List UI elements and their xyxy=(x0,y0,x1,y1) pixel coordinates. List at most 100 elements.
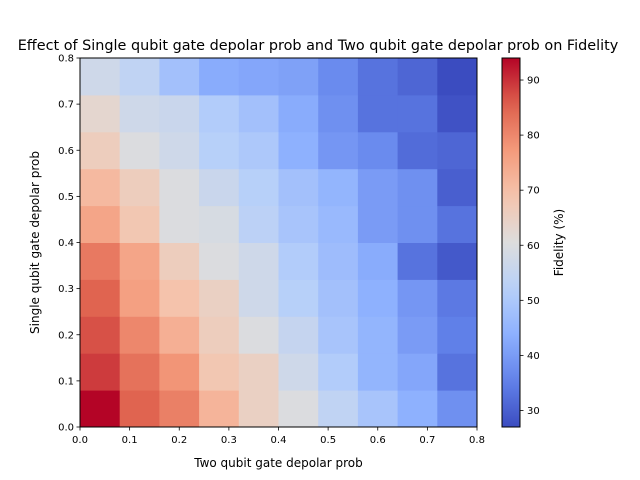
heatmap-cell xyxy=(119,58,160,96)
colorbar-tick-label: 60 xyxy=(527,241,540,252)
colorbar-ticks: 30 40 50 60 70 80 90 xyxy=(520,76,540,417)
chart-title: Effect of Single qubit gate depolar prob… xyxy=(18,38,619,54)
heatmap-cell xyxy=(437,168,478,207)
heatmap-cell xyxy=(357,242,399,280)
heatmap-cell xyxy=(80,353,121,391)
heatmap-cell xyxy=(119,205,160,243)
heatmap-cell xyxy=(199,58,240,96)
heatmap-cell xyxy=(397,58,438,96)
heatmap-cell xyxy=(318,390,359,428)
heatmap-cell xyxy=(318,94,359,133)
heatmap-cell xyxy=(318,279,359,317)
heatmap-cell xyxy=(159,168,200,207)
heatmap-cell xyxy=(318,316,359,354)
heatmap-cells xyxy=(80,58,478,428)
heatmap-cell xyxy=(238,168,279,207)
heatmap-cell xyxy=(357,205,399,243)
heatmap-cell xyxy=(437,316,478,354)
heatmap-cell xyxy=(159,58,200,96)
heatmap-cell xyxy=(238,316,279,354)
heatmap-cell xyxy=(238,390,279,428)
heatmap-cell xyxy=(119,353,160,391)
heatmap-cell xyxy=(278,242,319,280)
heatmap-cell xyxy=(80,205,121,243)
x-tick-label: 0.3 xyxy=(221,435,237,446)
x-tick-label: 0.7 xyxy=(419,435,435,446)
heatmap-cell xyxy=(159,353,200,391)
heatmap-cell xyxy=(278,316,319,354)
heatmap-cell xyxy=(357,94,399,133)
heatmap-cell xyxy=(199,168,240,207)
heatmap-cell xyxy=(278,94,319,133)
heatmap-cell xyxy=(437,131,478,170)
heatmap-cell xyxy=(437,390,478,428)
heatmap-cell xyxy=(357,390,399,428)
heatmap-cell xyxy=(238,205,279,243)
y-axis-ticks: 0.0 0.1 0.2 0.3 0.4 0.5 0.6 0.7 0.8 xyxy=(58,54,80,434)
heatmap-cell xyxy=(278,205,319,243)
y-tick-label: 0.2 xyxy=(58,330,74,341)
y-axis-label: Single qubit gate depolar prob xyxy=(28,151,42,334)
y-tick-label: 0.4 xyxy=(58,238,74,249)
heatmap-cell xyxy=(278,390,319,428)
x-tick-label: 0.4 xyxy=(271,435,287,446)
heatmap-cell xyxy=(397,242,438,280)
colorbar xyxy=(501,57,521,428)
heatmap-cell xyxy=(159,205,200,243)
heatmap-cell xyxy=(318,58,359,96)
y-tick-label: 0.3 xyxy=(58,284,74,295)
heatmap-cell xyxy=(199,390,240,428)
heatmap-cell xyxy=(80,131,121,170)
heatmap-cell xyxy=(357,316,399,354)
heatmap-cell xyxy=(437,279,478,317)
heatmap-cell xyxy=(80,390,121,428)
colorbar-tick-label: 30 xyxy=(527,406,540,417)
heatmap-cell xyxy=(159,316,200,354)
heatmap-cell xyxy=(159,242,200,280)
y-tick-label: 0.6 xyxy=(58,146,74,157)
x-tick-label: 0.6 xyxy=(370,435,386,446)
x-axis-ticks: 0.0 0.1 0.2 0.3 0.4 0.5 0.6 0.7 0.8 xyxy=(72,427,485,446)
heatmap-cell xyxy=(357,131,399,170)
x-tick-label: 0.1 xyxy=(122,435,138,446)
heatmap-cell xyxy=(80,279,121,317)
y-tick-label: 0.5 xyxy=(58,192,74,203)
heatmap-cell xyxy=(159,390,200,428)
heatmap-cell xyxy=(238,94,279,133)
x-tick-label: 0.5 xyxy=(320,435,336,446)
heatmap-cell xyxy=(397,168,438,207)
heatmap-cell xyxy=(119,242,160,280)
colorbar-label: Fidelity (%) xyxy=(552,209,566,276)
heatmap-cell xyxy=(437,58,478,96)
heatmap-cell xyxy=(159,279,200,317)
heatmap-cell xyxy=(80,94,121,133)
heatmap-cell xyxy=(80,168,121,207)
heatmap-cell xyxy=(199,279,240,317)
heatmap-cell xyxy=(318,353,359,391)
heatmap-cell xyxy=(119,168,160,207)
heatmap-cell xyxy=(238,58,279,96)
y-tick-label: 0.8 xyxy=(58,54,74,65)
heatmap-cell xyxy=(238,131,279,170)
x-axis-label: Two qubit gate depolar prob xyxy=(193,456,363,470)
heatmap-cell xyxy=(437,242,478,280)
heatmap-cell xyxy=(278,279,319,317)
heatmap-cell xyxy=(199,131,240,170)
heatmap-cell xyxy=(437,94,478,133)
heatmap-cell xyxy=(397,279,438,317)
heatmap-cell xyxy=(397,131,438,170)
x-tick-label: 0.8 xyxy=(469,435,485,446)
heatmap-cell xyxy=(159,131,200,170)
heatmap-cell xyxy=(318,131,359,170)
heatmap-cell xyxy=(357,58,399,96)
x-tick-label: 0.2 xyxy=(171,435,187,446)
heatmap-cell xyxy=(199,94,240,133)
heatmap-cell xyxy=(199,205,240,243)
heatmap-cell xyxy=(238,242,279,280)
heatmap-cell xyxy=(397,390,438,428)
heatmap-cell xyxy=(397,353,438,391)
heatmap-cell xyxy=(119,131,160,170)
colorbar-tick-label: 50 xyxy=(527,296,540,307)
colorbar-tick-label: 70 xyxy=(527,186,540,197)
